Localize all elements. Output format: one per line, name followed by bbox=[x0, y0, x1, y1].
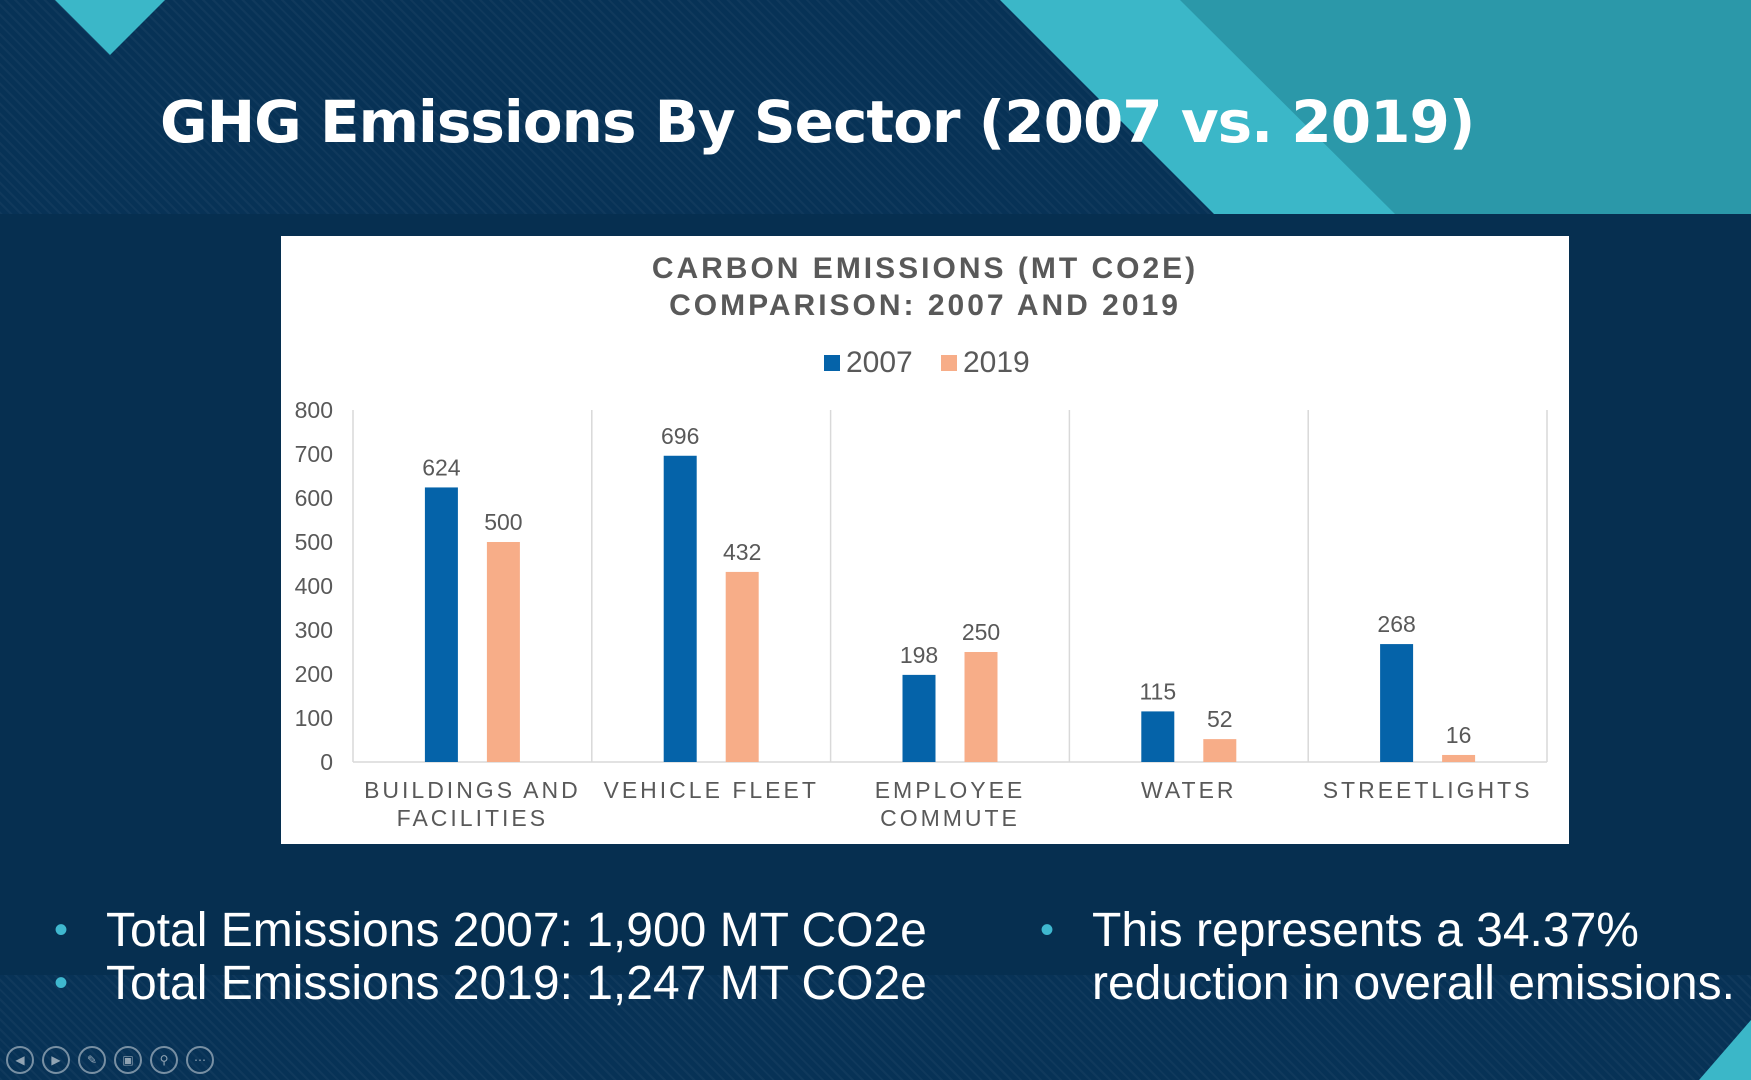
bar-2019-0 bbox=[486, 542, 520, 762]
y-tick-label: 0 bbox=[320, 749, 333, 775]
data-label: 696 bbox=[661, 423, 699, 449]
bar-2019-1 bbox=[725, 571, 759, 762]
slides-icon: ▣ bbox=[122, 1053, 134, 1067]
chart-title-line: COMPARISON: 2007 AND 2019 bbox=[669, 289, 1181, 322]
header-decoration bbox=[55, 0, 1751, 214]
bar-2007-2 bbox=[902, 674, 936, 762]
bullet-list-reduction: This represents a 34.37% reduction in ov… bbox=[1040, 904, 1735, 1010]
pen-icon: ✎ bbox=[86, 1053, 98, 1067]
x-category-label: WATER bbox=[1141, 777, 1237, 803]
bullet-reduction-line2: reduction in overall emissions. bbox=[1092, 957, 1735, 1010]
data-label: 250 bbox=[962, 619, 1000, 645]
more-options-button[interactable]: ⋯ bbox=[186, 1046, 214, 1074]
chart-panel: CARBON EMISSIONS (MT CO2E) COMPARISON: 20… bbox=[281, 236, 1569, 844]
pen-button[interactable]: ✎ bbox=[78, 1046, 106, 1074]
x-category-label: FACILITIES bbox=[397, 805, 548, 831]
corner-accent bbox=[1699, 1020, 1751, 1080]
legend-swatch-2019 bbox=[941, 355, 957, 371]
corner-triangle bbox=[55, 0, 165, 55]
bar-2019-4 bbox=[1442, 754, 1476, 762]
slide-title: GHG Emissions By Sector (2007 vs. 2019) bbox=[160, 88, 1475, 156]
data-label: 500 bbox=[484, 509, 522, 535]
teal-stripe-dark bbox=[1180, 0, 1751, 214]
y-tick-label: 300 bbox=[295, 617, 333, 643]
legend-label-2019: 2019 bbox=[963, 346, 1030, 379]
playback-controls: ◀ ▶ ✎ ▣ ⚲ ⋯ bbox=[6, 1046, 214, 1074]
x-category-label: EMPLOYEE bbox=[875, 777, 1026, 803]
legend-label-2007: 2007 bbox=[846, 346, 913, 379]
bar-2019-3 bbox=[1203, 739, 1237, 762]
bar-2007-0 bbox=[424, 487, 458, 762]
y-tick-label: 700 bbox=[295, 441, 333, 467]
more-icon: ⋯ bbox=[194, 1053, 206, 1067]
data-label: 432 bbox=[723, 539, 761, 565]
bullet-reduction: This represents a 34.37% reduction in ov… bbox=[1040, 904, 1735, 1010]
chart-title-line: CARBON EMISSIONS (MT CO2E) bbox=[652, 252, 1198, 285]
data-label: 198 bbox=[900, 642, 938, 668]
x-category-label: BUILDINGS AND bbox=[364, 777, 581, 803]
y-tick-label: 100 bbox=[295, 705, 333, 731]
bullet-total-2019: Total Emissions 2019: 1,247 MT CO2e bbox=[54, 957, 927, 1010]
zoom-icon: ⚲ bbox=[159, 1053, 169, 1067]
data-label: 52 bbox=[1207, 706, 1233, 732]
next-slide-button[interactable]: ▶ bbox=[42, 1046, 70, 1074]
y-tick-label: 600 bbox=[295, 485, 333, 511]
x-category-label: COMMUTE bbox=[880, 805, 1020, 831]
previous-slide-button[interactable]: ◀ bbox=[6, 1046, 34, 1074]
bar-2007-4 bbox=[1380, 644, 1414, 762]
data-label: 624 bbox=[422, 454, 461, 480]
emissions-chart: CARBON EMISSIONS (MT CO2E) COMPARISON: 20… bbox=[295, 252, 1548, 831]
x-category-label: VEHICLE FLEET bbox=[604, 777, 819, 803]
legend-swatch-2007 bbox=[824, 355, 840, 371]
previous-icon: ◀ bbox=[15, 1053, 25, 1067]
zoom-button[interactable]: ⚲ bbox=[150, 1046, 178, 1074]
y-tick-label: 200 bbox=[295, 661, 333, 687]
y-tick-label: 400 bbox=[295, 573, 333, 599]
y-tick-label: 500 bbox=[295, 529, 333, 555]
bar-2007-1 bbox=[663, 455, 697, 762]
slides-view-button[interactable]: ▣ bbox=[114, 1046, 142, 1074]
data-label: 268 bbox=[1377, 611, 1415, 637]
y-tick-label: 800 bbox=[295, 397, 333, 423]
bullet-total-2007: Total Emissions 2007: 1,900 MT CO2e bbox=[54, 904, 927, 957]
bullet-reduction-line1: This represents a 34.37% bbox=[1092, 904, 1639, 957]
data-label: 16 bbox=[1446, 722, 1472, 748]
next-icon: ▶ bbox=[51, 1053, 61, 1067]
data-label: 115 bbox=[1139, 678, 1176, 704]
bar-2007-3 bbox=[1141, 711, 1175, 762]
x-category-label: STREETLIGHTS bbox=[1323, 777, 1533, 803]
bullet-list-totals: Total Emissions 2007: 1,900 MT CO2e Tota… bbox=[54, 904, 927, 1010]
bar-2019-2 bbox=[964, 652, 998, 762]
